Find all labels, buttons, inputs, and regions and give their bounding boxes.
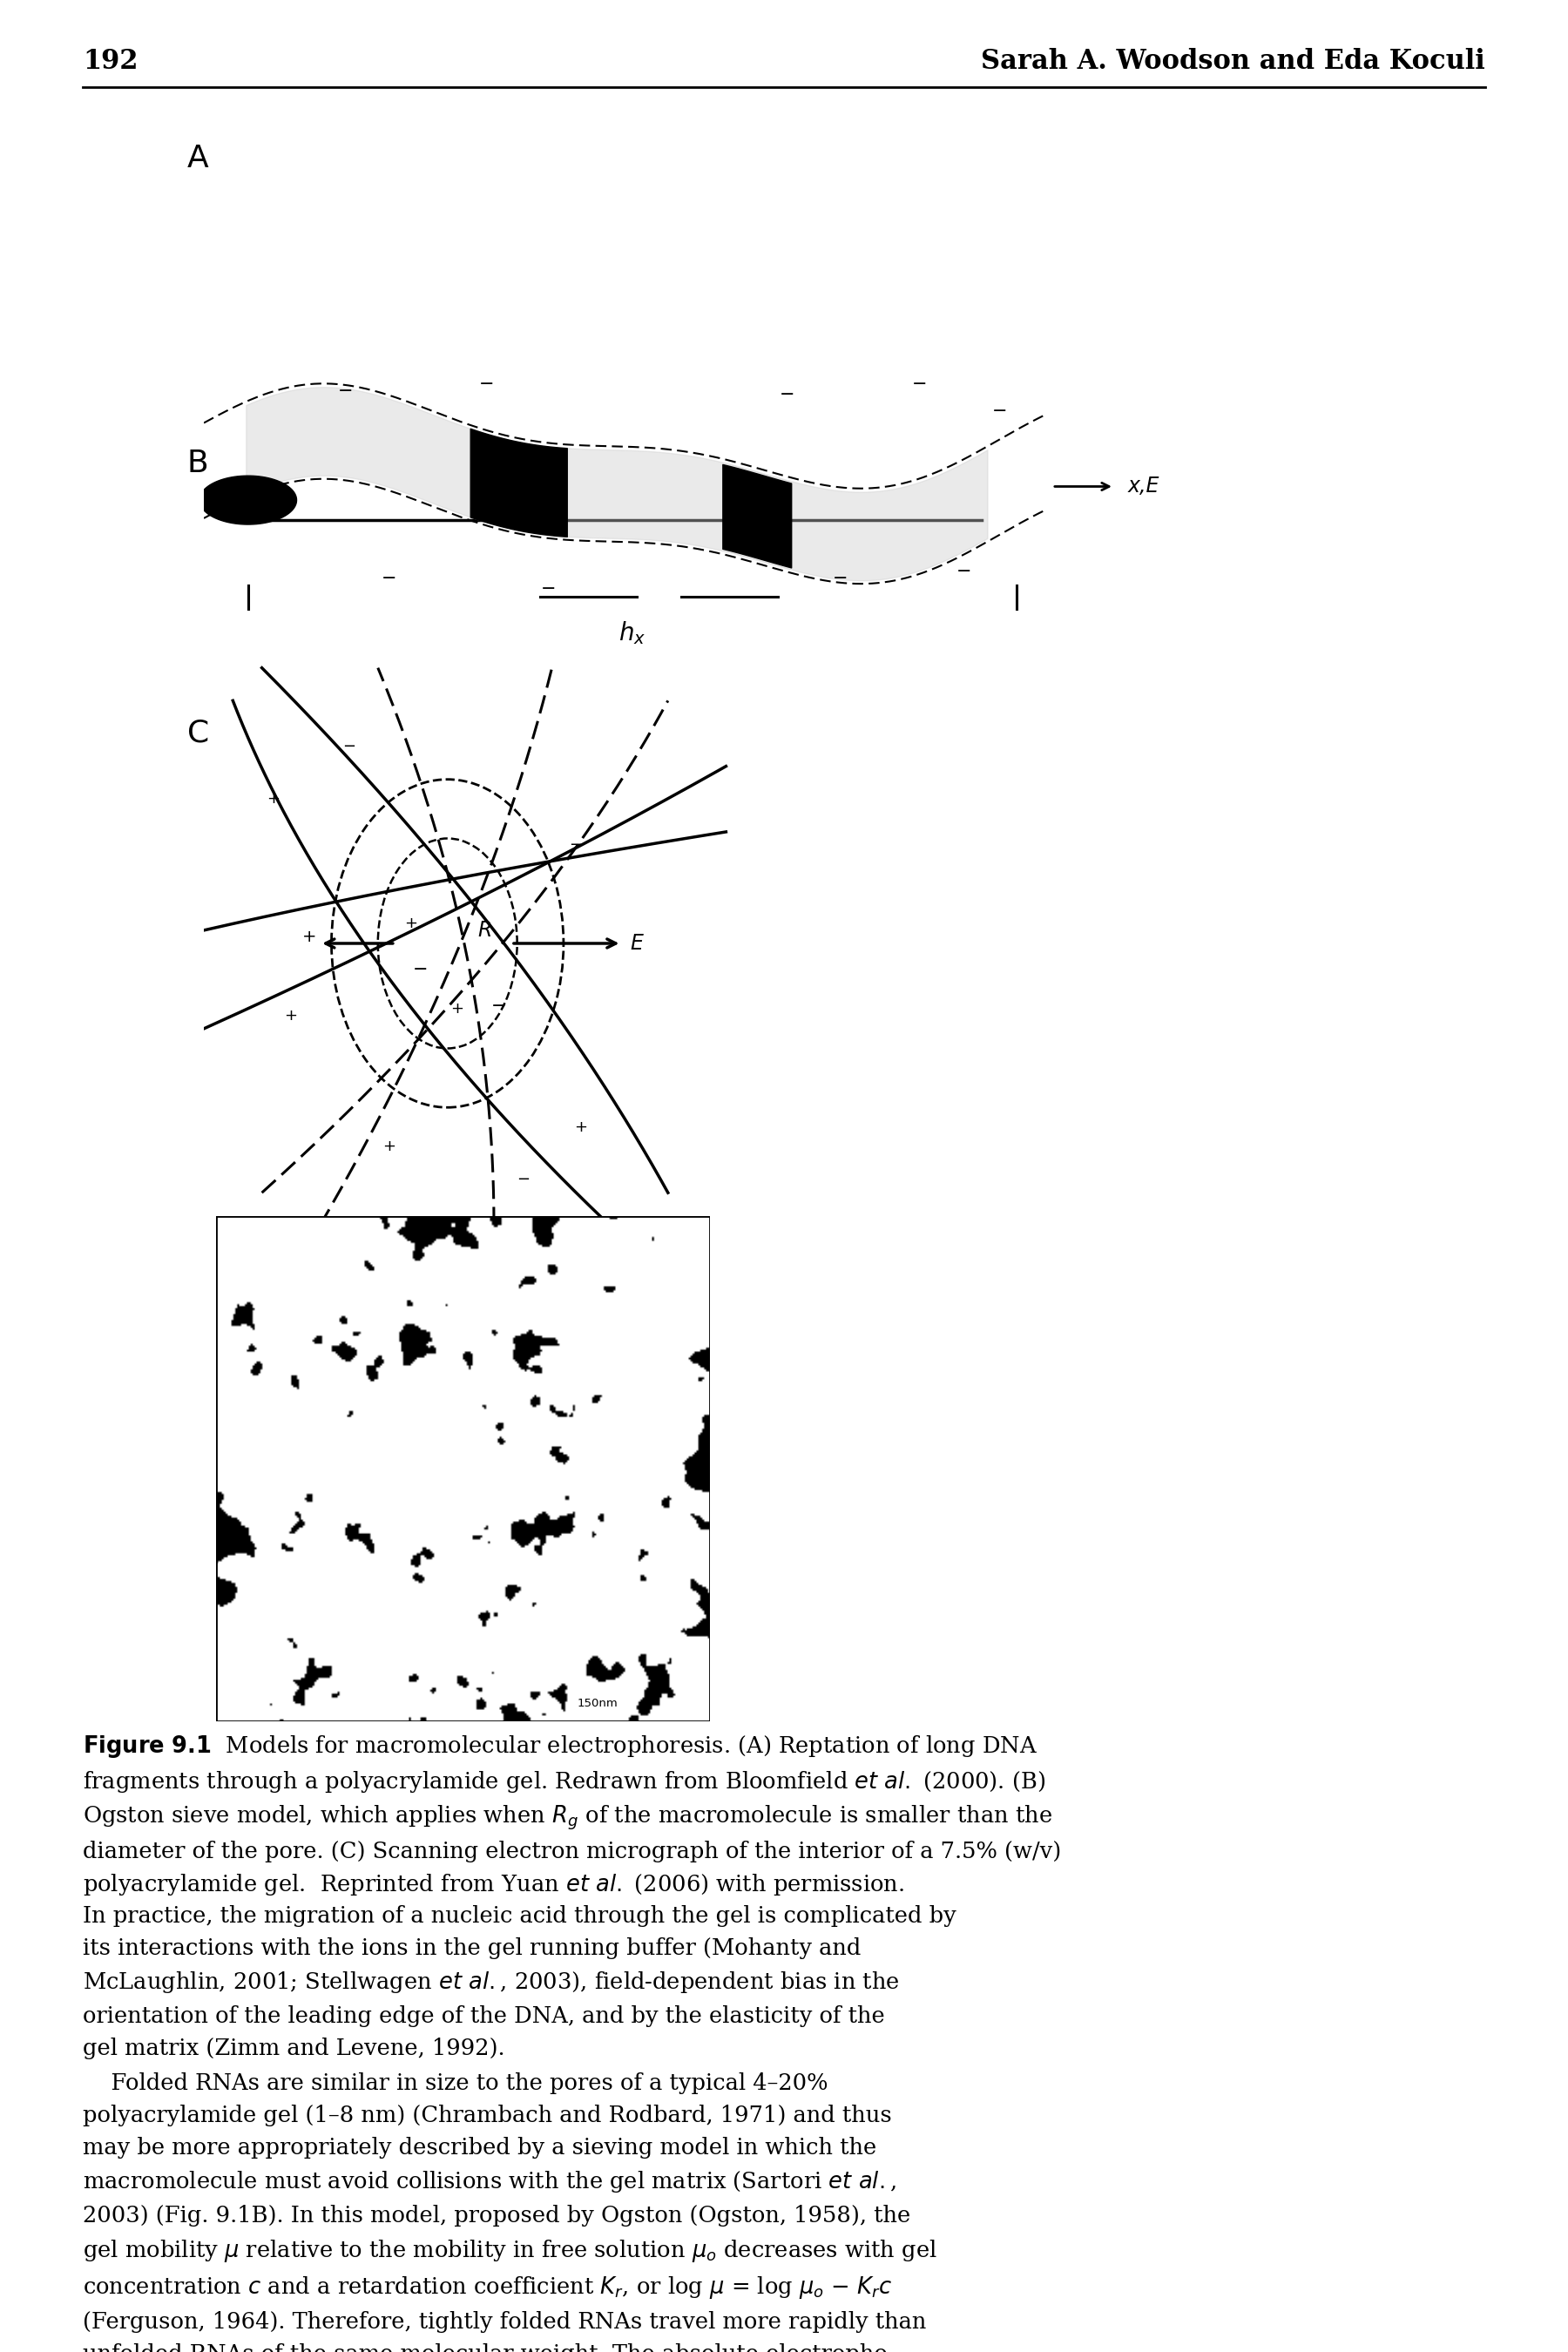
Text: −: − (779, 386, 795, 402)
Text: −: − (491, 997, 506, 1014)
Text: −: − (956, 562, 972, 581)
Text: −: − (337, 383, 353, 400)
Text: x,E: x,E (1127, 475, 1159, 496)
Text: $h_x$: $h_x$ (619, 619, 646, 647)
Text: Folded RNAs are similar in size to the pores of a typical 4–20%
polyacrylamide g: Folded RNAs are similar in size to the p… (83, 2072, 969, 2352)
Text: B: B (187, 449, 209, 477)
Text: −: − (833, 569, 848, 588)
Polygon shape (199, 475, 296, 524)
Text: 150nm: 150nm (577, 1698, 618, 1710)
Text: −: − (516, 1171, 530, 1188)
Text: −: − (383, 569, 397, 588)
Text: −: − (991, 402, 1007, 421)
Text: −: − (412, 962, 428, 978)
Text: +: + (383, 1138, 397, 1155)
Text: R: R (478, 920, 492, 941)
Text: +: + (284, 1007, 298, 1023)
Text: A: A (187, 143, 209, 174)
Text: −: − (342, 739, 356, 755)
Text: 192: 192 (83, 47, 138, 75)
Text: +: + (267, 790, 281, 807)
Text: E: E (630, 934, 643, 955)
Text: +: + (303, 929, 317, 946)
Text: −: − (913, 376, 927, 393)
Text: +: + (450, 1002, 464, 1016)
Text: −: − (541, 581, 557, 597)
Text: $\bf{Figure\ 9.1}$  Models for macromolecular electrophoresis. (A) Reptation of : $\bf{Figure\ 9.1}$ Models for macromolec… (83, 1733, 1062, 1898)
Text: In practice, the migration of a nucleic acid through the gel is complicated by
i: In practice, the migration of a nucleic … (83, 1905, 956, 2058)
Text: Sarah A. Woodson and Eda Koculi: Sarah A. Woodson and Eda Koculi (982, 47, 1485, 75)
Text: +: + (405, 915, 417, 931)
Text: C: C (187, 720, 209, 748)
Text: +: + (574, 1120, 588, 1136)
Text: −: − (569, 837, 582, 854)
Text: −: − (480, 376, 494, 393)
